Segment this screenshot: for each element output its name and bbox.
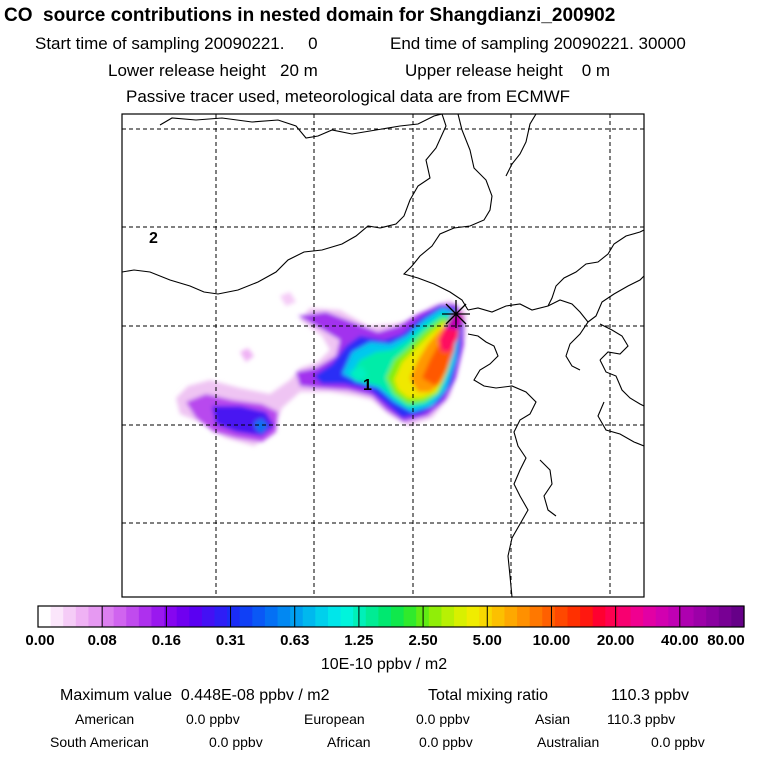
- color-scale-cell: [517, 606, 531, 627]
- color-scale-cell: [164, 606, 178, 627]
- color-scale-cell: [63, 606, 77, 627]
- color-scale-cell: [75, 606, 90, 627]
- color-scale-cell: [554, 606, 569, 627]
- color-scale-tick-label: 5.00: [472, 632, 502, 649]
- color-scale-cell: [706, 606, 720, 627]
- color-scale-cell: [731, 606, 745, 627]
- color-scale-tick-label: 80.00: [707, 632, 745, 649]
- color-scale-cell: [302, 606, 316, 627]
- color-scale-tick-label: 0.31: [215, 632, 246, 649]
- color-scale-cell: [227, 606, 241, 627]
- color-scale-cell: [693, 606, 707, 627]
- tracer-info-text: Passive tracer used, meteorological data…: [126, 87, 571, 106]
- color-scale-cell: [151, 606, 165, 627]
- color-scale-labels: 0.00 0.08 0.16 0.31 0.63 1.25 2.50 5.00 10.00 20.…: [0, 632, 768, 652]
- color-scale-cell: [403, 606, 417, 627]
- color-scale-cell: [50, 606, 64, 627]
- color-scale-tick-label: 20.00: [596, 632, 635, 649]
- color-scale-cell: [38, 606, 52, 627]
- total-mixing-label: Total mixing ratio: [428, 687, 549, 704]
- lower-height-text: Lower release height 20 m: [108, 61, 318, 80]
- european-label: European: [304, 711, 365, 727]
- american-value: 0.0 ppbv: [186, 711, 240, 727]
- color-scale-cell: [567, 606, 581, 627]
- color-scale-tick-label: 40.00: [661, 632, 699, 649]
- color-scale-cell: [391, 606, 405, 627]
- color-scale-cell: [264, 606, 279, 627]
- color-scale-cell: [466, 606, 480, 627]
- upper-height-text: Upper release height 0 m: [405, 61, 611, 80]
- american-label: American: [75, 711, 135, 727]
- color-scale-cell: [643, 606, 657, 627]
- south-american-value: 0.0 ppbv: [209, 734, 263, 750]
- color-scale-cell: [113, 606, 127, 627]
- color-scale-cell: [290, 606, 304, 627]
- color-scale-cell: [454, 606, 468, 627]
- color-scale-cell: [504, 606, 518, 627]
- units-label: 10E-10 ppbv / m2: [320, 656, 448, 673]
- start-time-text: Start time of sampling 20090221. 0: [35, 34, 318, 53]
- color-scale-cell: [315, 606, 329, 627]
- color-scale-cell: [529, 606, 543, 627]
- concentration-plume: [176, 292, 466, 446]
- color-scale-cell: [340, 606, 354, 627]
- color-scale-cell: [365, 606, 379, 627]
- color-scale-cell: [580, 606, 594, 627]
- end-time-text: End time of sampling 20090221. 30000: [390, 34, 686, 53]
- color-scale-cell: [189, 606, 203, 627]
- maximum-value-text: Maximum value 0.448E-08 ppbv / m2: [60, 687, 330, 704]
- african-label: African: [327, 734, 371, 750]
- color-scale-cell: [353, 606, 367, 627]
- color-scale-tick-label: 0.63: [280, 632, 310, 649]
- color-scale-cell: [428, 606, 443, 627]
- australian-value: 0.0 ppbv: [651, 734, 705, 750]
- color-scale-cell: [378, 606, 392, 627]
- african-value: 0.0 ppbv: [419, 734, 473, 750]
- color-scale-cell: [668, 606, 682, 627]
- map-frame: [121, 113, 645, 598]
- color-scale-cell: [718, 606, 732, 627]
- asian-value: 110.3 ppbv: [607, 711, 676, 727]
- color-scale-cell: [479, 606, 493, 627]
- region-label-1: 1: [363, 377, 372, 394]
- color-scale-cell: [617, 606, 632, 627]
- south-american-label: South American: [50, 734, 149, 750]
- color-scale-cell: [327, 606, 342, 627]
- color-scale-cell: [176, 606, 190, 627]
- color-scale-cell: [138, 606, 153, 627]
- color-scale-cell: [277, 606, 291, 627]
- map-title: CO source contributions in nested domain…: [4, 5, 616, 26]
- color-scale-cell: [542, 606, 556, 627]
- european-value: 0.0 ppbv: [416, 711, 470, 727]
- color-scale-tick-label: 0.00: [25, 632, 55, 649]
- color-scale-tick-label: 0.08: [87, 632, 117, 649]
- color-scale-cell: [441, 606, 455, 627]
- color-scale-cell: [655, 606, 669, 627]
- color-scale-bar: [38, 606, 745, 627]
- color-scale-tick-label: 1.25: [344, 632, 374, 649]
- color-scale-cell: [491, 606, 506, 627]
- color-scale-tick-label: 0.16: [151, 632, 181, 649]
- color-scale-tick-label: 2.50: [408, 632, 438, 649]
- color-scale-cell: [239, 606, 253, 627]
- australian-label: Australian: [537, 734, 600, 750]
- color-scale-cell: [88, 606, 102, 627]
- color-scale-cell: [101, 606, 115, 627]
- lat-lon-grid: [122, 114, 644, 597]
- total-mixing-value: 110.3 ppbv: [611, 687, 689, 704]
- region-label-2: 2: [149, 230, 158, 247]
- color-scale-cell: [126, 606, 140, 627]
- asian-label: Asian: [535, 711, 571, 727]
- color-scale-frame: [37, 605, 745, 628]
- station-star-icon: [442, 300, 470, 328]
- color-scale-cell: [680, 606, 695, 627]
- color-scale-cell: [630, 606, 644, 627]
- color-scale-tick-label: 10.00: [532, 632, 571, 649]
- color-scale-cell: [605, 606, 619, 627]
- color-scale-cell: [592, 606, 606, 627]
- color-scale-cell: [201, 606, 216, 627]
- color-scale-cell: [252, 606, 266, 627]
- color-scale-cell: [214, 606, 228, 627]
